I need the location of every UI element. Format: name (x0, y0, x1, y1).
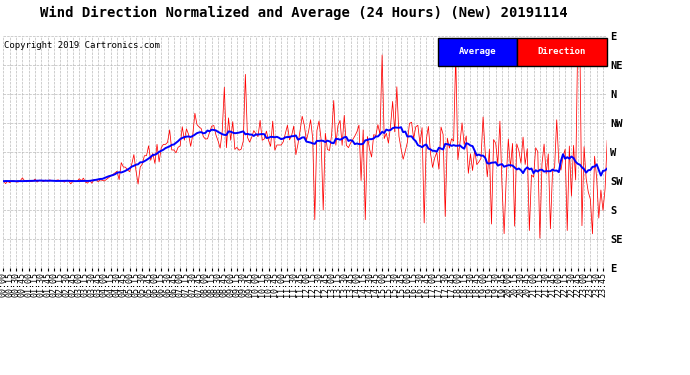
Text: Copyright 2019 Cartronics.com: Copyright 2019 Cartronics.com (4, 42, 160, 51)
Text: Direction: Direction (538, 47, 586, 56)
FancyBboxPatch shape (438, 38, 517, 66)
Text: Average: Average (459, 47, 496, 56)
Text: Wind Direction Normalized and Average (24 Hours) (New) 20191114: Wind Direction Normalized and Average (2… (40, 6, 567, 20)
FancyBboxPatch shape (517, 38, 607, 66)
